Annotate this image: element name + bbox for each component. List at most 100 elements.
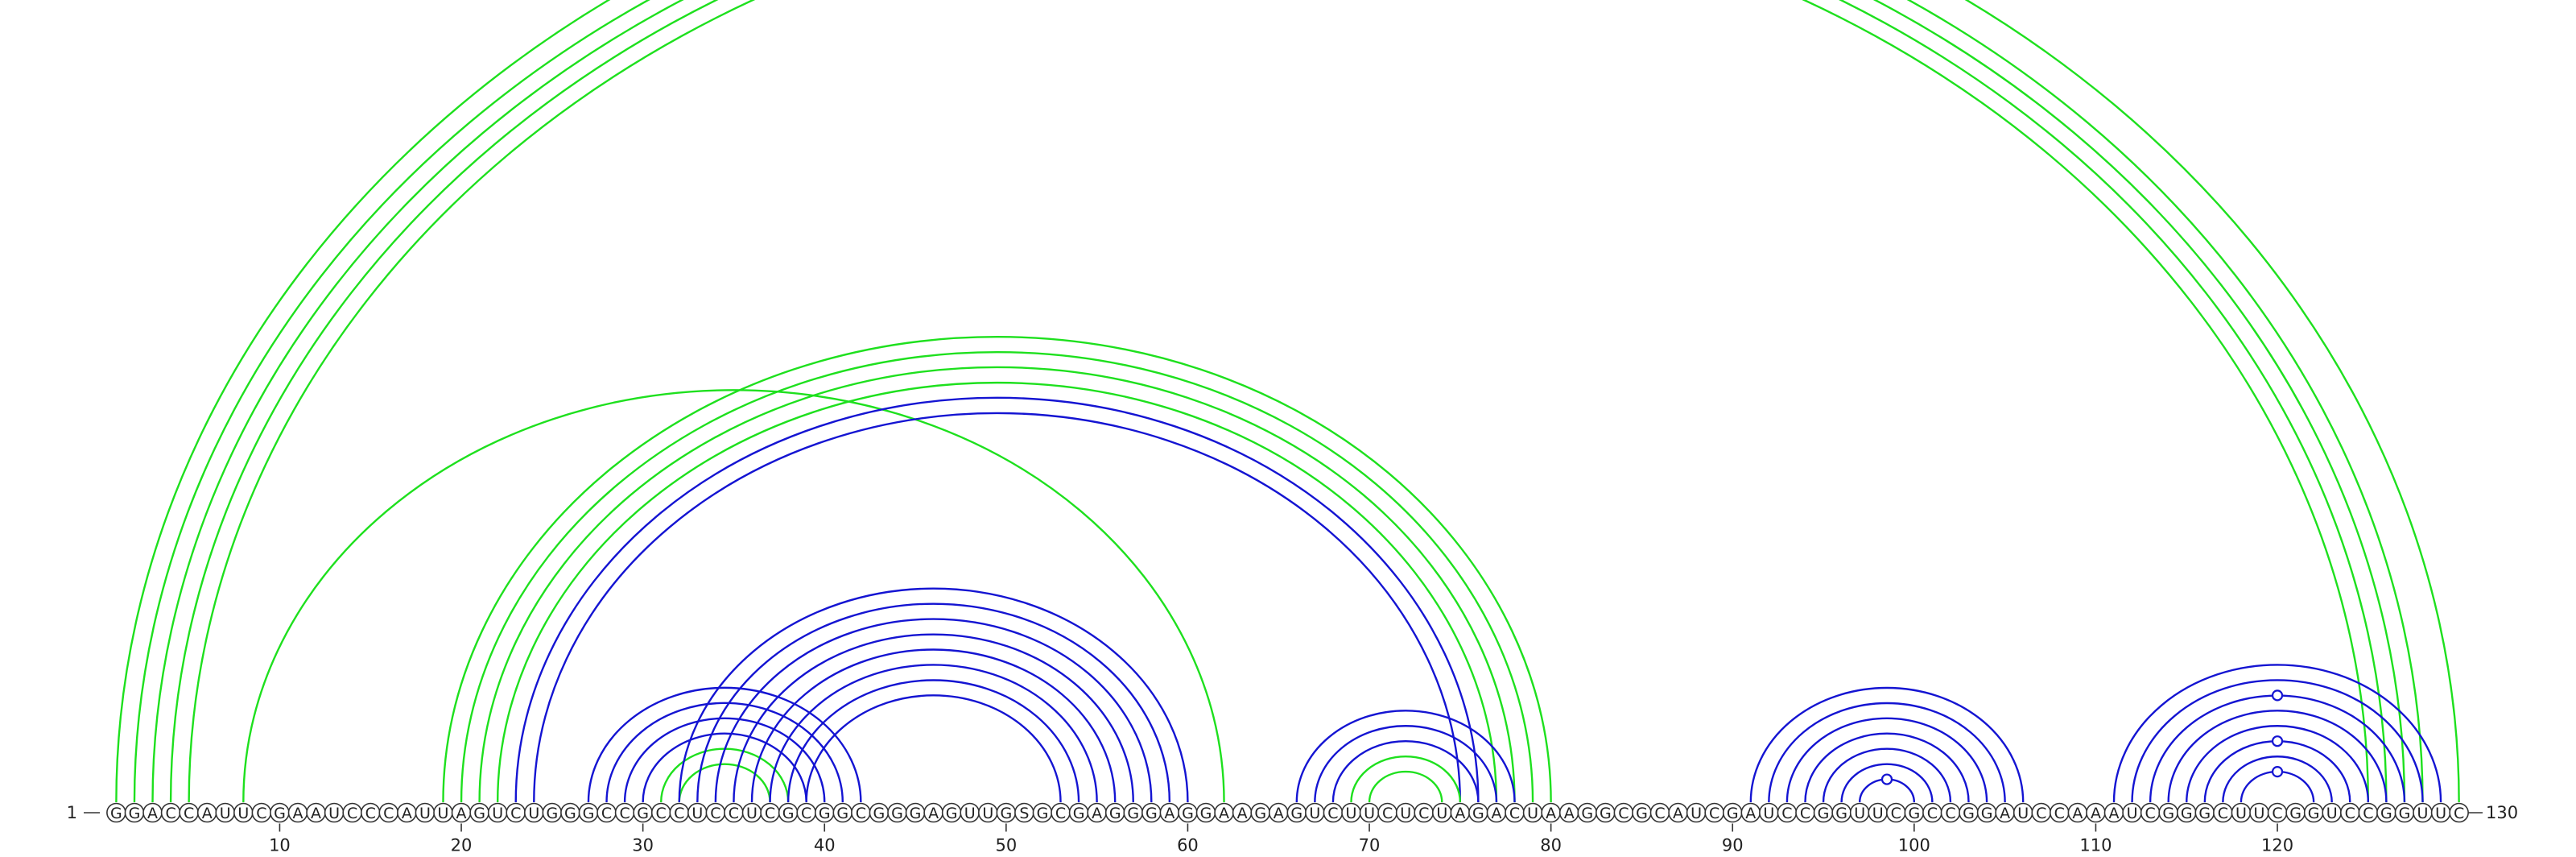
nucleotide: C <box>2267 802 2288 823</box>
nucleotide-letter: A <box>311 805 321 822</box>
nucleotide: U <box>415 802 436 823</box>
base-pair-arc <box>2112 664 2442 803</box>
nucleotide-letter: G <box>1073 805 1085 822</box>
nucleotide: C <box>2358 802 2379 823</box>
base-pair-arc <box>460 350 1534 803</box>
tick-label: 30 <box>632 836 654 855</box>
nucleotide: U <box>2413 802 2433 823</box>
nucleotide: A <box>2067 802 2088 823</box>
nucleotide: C <box>614 802 635 823</box>
nucleotide: C <box>1051 802 1071 823</box>
base-pair-arc <box>805 694 1062 803</box>
tick-label: 20 <box>451 836 473 855</box>
nucleotide: G <box>2376 802 2396 823</box>
nucleotide-letter: C <box>383 805 394 822</box>
nucleotide-letter: A <box>402 805 412 822</box>
base-pair-arc <box>1368 770 1443 803</box>
nucleotide-letter: C <box>710 805 720 822</box>
nucleotide: U <box>960 802 980 823</box>
nucleotide-letter: U <box>1364 805 1375 822</box>
base-pair-arc <box>1804 732 1970 803</box>
nucleotide-letter: U <box>2417 805 2429 822</box>
nucleotide-letter: C <box>1055 805 1066 822</box>
nucleotide: A <box>1558 802 1579 823</box>
nucleotide-letter: U <box>1309 805 1320 822</box>
nucleotide-letter: G <box>637 805 649 822</box>
nucleotide: C <box>160 802 181 823</box>
nucleotide: U <box>1341 802 1361 823</box>
nucleotide-letter: G <box>129 805 141 822</box>
nucleotide-letter: C <box>2218 805 2228 822</box>
nucleotide: G <box>1632 802 1652 823</box>
arc-marker <box>2271 689 2284 702</box>
nucleotide-letter: A <box>2109 805 2120 822</box>
base-pair-arc <box>2167 710 2388 803</box>
nucleotide-letter: C <box>2145 805 2155 822</box>
tick-label: 80 <box>1540 836 1562 855</box>
nucleotide-letter: C <box>619 805 630 822</box>
nucleotide-letter: C <box>510 805 521 822</box>
nucleotide: C <box>2050 802 2070 823</box>
base-pair-arc <box>605 702 844 803</box>
base-pair-arc <box>1295 710 1516 803</box>
nucleotide: G <box>1032 802 1053 823</box>
position-tick: 120 <box>2261 823 2293 855</box>
nucleotide-letter: G <box>1037 805 1049 822</box>
nucleotide-circle <box>2449 802 2469 823</box>
base-pair-arc <box>1350 755 1462 803</box>
arc-markers <box>1880 689 2284 785</box>
nucleotide: A <box>1268 802 1289 823</box>
tick-label: 100 <box>1898 836 1930 855</box>
nucleotide-letter: G <box>1963 805 1975 822</box>
nucleotide: G <box>1722 802 1743 823</box>
nucleotide: A <box>1995 802 2015 823</box>
nucleotide: S <box>1014 802 1034 823</box>
nucleotide: A <box>287 802 308 823</box>
nucleotide: G <box>2176 802 2197 823</box>
nucleotide-letter: U <box>2254 805 2265 822</box>
nucleotide-letter: U <box>691 805 703 822</box>
base-pair-arc <box>151 0 2406 803</box>
nucleotide: U <box>2430 802 2451 823</box>
nucleotide: U <box>1849 802 1870 823</box>
nucleotide-letter: C <box>256 805 266 822</box>
base-pair-arc <box>769 664 1098 803</box>
nucleotide-letter: G <box>546 805 558 822</box>
nucleotide-letter: U <box>2326 805 2338 822</box>
base-pair-arc <box>786 679 1080 803</box>
nucleotide: G <box>814 802 835 823</box>
nucleotide: C <box>251 802 272 823</box>
sequence-end-label: 130 <box>2486 803 2518 822</box>
base-pair-arc <box>733 633 1134 803</box>
nucleotide-letter: G <box>1000 805 1012 822</box>
nucleotide: A <box>397 802 417 823</box>
nucleotide: C <box>378 802 399 823</box>
base-pair-arc <box>2186 725 2370 803</box>
nucleotide-letter: C <box>1327 805 1338 822</box>
nucleotide: G <box>1468 802 1488 823</box>
nucleotide-letter: C <box>674 805 684 822</box>
nucleotide: G <box>542 802 563 823</box>
position-tick: 20 <box>451 823 473 855</box>
nucleotide: C <box>597 802 617 823</box>
nucleotide-letter: G <box>1818 805 1830 822</box>
nucleotide: A <box>1087 802 1107 823</box>
nucleotide: C <box>360 802 381 823</box>
nucleotide-letter: C <box>365 805 376 822</box>
base-pair-arc <box>442 335 1552 803</box>
nucleotide-letter: G <box>1182 805 1194 822</box>
nucleotide-letter: C <box>1382 805 1393 822</box>
base-pair-arcs <box>115 0 2460 803</box>
nucleotide: C <box>1885 802 1906 823</box>
nucleotide-letter: C <box>1618 805 1629 822</box>
nucleotide-letter: C <box>2345 805 2355 822</box>
nucleotide: C <box>1505 802 1525 823</box>
base-pair-arc <box>2222 755 2333 803</box>
nucleotide-letter: A <box>2091 805 2101 822</box>
position-tick: 50 <box>995 823 1017 855</box>
nucleotide: G <box>578 802 599 823</box>
nucleotide-letter: G <box>1200 805 1212 822</box>
nucleotide-letter: U <box>2127 805 2138 822</box>
nucleotide-letter: C <box>801 805 811 822</box>
nucleotide-letter: G <box>873 805 886 822</box>
